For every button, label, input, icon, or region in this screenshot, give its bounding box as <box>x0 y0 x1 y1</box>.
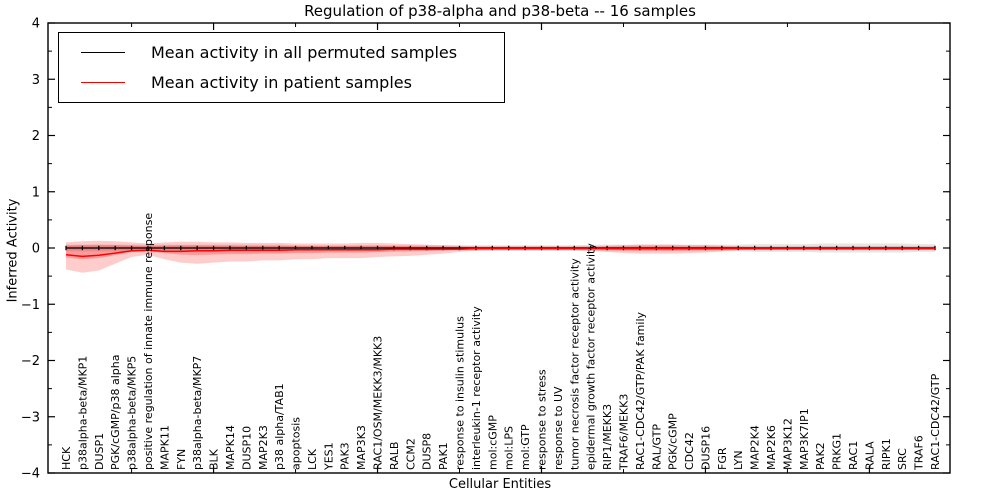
category-label: LYN <box>732 450 745 470</box>
category-label: PGK/cGMP <box>667 413 680 470</box>
category-label: PAK1 <box>437 442 450 470</box>
category-label: MAPK14 <box>224 425 237 470</box>
category-label: positive regulation of innate immune res… <box>142 213 155 470</box>
legend-label-permuted: Mean activity in all permuted samples <box>151 43 458 62</box>
category-label: p38alpha-beta/MKP7 <box>191 356 204 470</box>
category-label: MAP3K3 <box>355 425 368 470</box>
category-label: epidermal growth factor receptor activit… <box>585 243 598 470</box>
category-label: mol:GTP <box>519 424 532 470</box>
category-label: p38alpha-beta/MKP5 <box>126 356 139 470</box>
category-label: mol:LPS <box>503 426 516 470</box>
category-label: response to UV <box>552 386 565 470</box>
category-label: PAK3 <box>339 442 352 470</box>
x-axis-title: Cellular Entities <box>448 477 552 492</box>
category-label: PGK/cGMP/p38 alpha <box>109 355 122 470</box>
category-label: PRKG1 <box>831 433 844 470</box>
category-label: mol:cGMP <box>486 415 499 470</box>
category-label: SRC <box>896 448 909 470</box>
chart-title: Regulation of p38-alpha and p38-beta -- … <box>304 2 696 20</box>
legend-label-patient: Mean activity in patient samples <box>151 73 412 92</box>
category-label: CCM2 <box>404 438 417 470</box>
category-label: TRAF6/MEKK3 <box>618 394 631 471</box>
category-label: DUSP16 <box>700 426 713 470</box>
y-tick-label: 4 <box>32 17 40 32</box>
category-label: p38alpha-beta/MKP1 <box>76 356 89 470</box>
category-label: apoptosis <box>290 417 303 470</box>
legend-line-sample-red <box>81 82 125 83</box>
y-axis-title-column: Inferred Activity <box>0 0 26 500</box>
legend-entry-permuted: Mean activity in all permuted samples <box>69 40 494 65</box>
category-label: RAC1-CDC42/GTP/PAK family <box>634 311 647 470</box>
category-label: MAP3K7IP1 <box>798 408 811 470</box>
category-label: FGR <box>716 447 729 470</box>
category-label: CDC42 <box>683 432 696 470</box>
category-label: DUSP10 <box>240 426 253 470</box>
category-label: MAP2K3 <box>257 425 270 470</box>
category-label: TRAF6 <box>913 435 926 471</box>
category-label: RIP1/MEKK3 <box>601 404 614 470</box>
category-label: MAPK11 <box>158 425 171 470</box>
category-label: RIPK1 <box>880 438 893 470</box>
y-tick-label: 2 <box>32 129 40 144</box>
y-tick-label: −1 <box>21 298 40 313</box>
series-line-patient <box>65 247 935 258</box>
category-label: RAC1 <box>847 441 860 470</box>
category-label: RALB <box>388 442 401 470</box>
category-label: interleukin-1 receptor activity <box>470 306 483 470</box>
category-label: DUSP1 <box>93 433 106 470</box>
category-label: response to stress <box>536 369 549 470</box>
category-label: PAK2 <box>814 442 827 470</box>
category-label: HCK <box>60 446 73 470</box>
category-label: LCK <box>306 448 319 470</box>
category-label: MAP3K12 <box>781 418 794 470</box>
category-label: RAL/GTP <box>650 424 663 470</box>
category-label: tumor necrosis factor receptor activity <box>568 258 581 470</box>
category-label: BLK <box>208 448 221 470</box>
category-label: response to insulin stimulus <box>454 316 467 470</box>
y-tick-label: 0 <box>32 242 40 257</box>
category-label: YES1 <box>322 442 335 471</box>
legend-entry-patient: Mean activity in patient samples <box>69 70 494 95</box>
y-tick-label: 1 <box>32 185 40 200</box>
category-label: MAP2K4 <box>749 425 762 470</box>
y-tick-label: −2 <box>21 354 40 369</box>
category-label: RAC1/OSM/MEKK3/MKK3 <box>372 336 385 470</box>
legend-line-sample-black <box>81 52 125 53</box>
y-tick-label: −3 <box>21 410 40 425</box>
category-label: p38 alpha/TAB1 <box>273 383 286 470</box>
category-label: RAC1-CDC42/GTP <box>929 373 942 470</box>
legend-box: Mean activity in all permuted samples Me… <box>58 32 505 103</box>
category-label: RALA <box>863 441 876 470</box>
category-label: DUSP8 <box>421 433 434 470</box>
y-tick-label: 3 <box>32 73 40 88</box>
y-tick-label: −4 <box>21 467 40 482</box>
category-label: MAP2K6 <box>765 425 778 470</box>
y-axis-title: Inferred Activity <box>5 198 21 302</box>
category-label: FYN <box>175 449 188 470</box>
